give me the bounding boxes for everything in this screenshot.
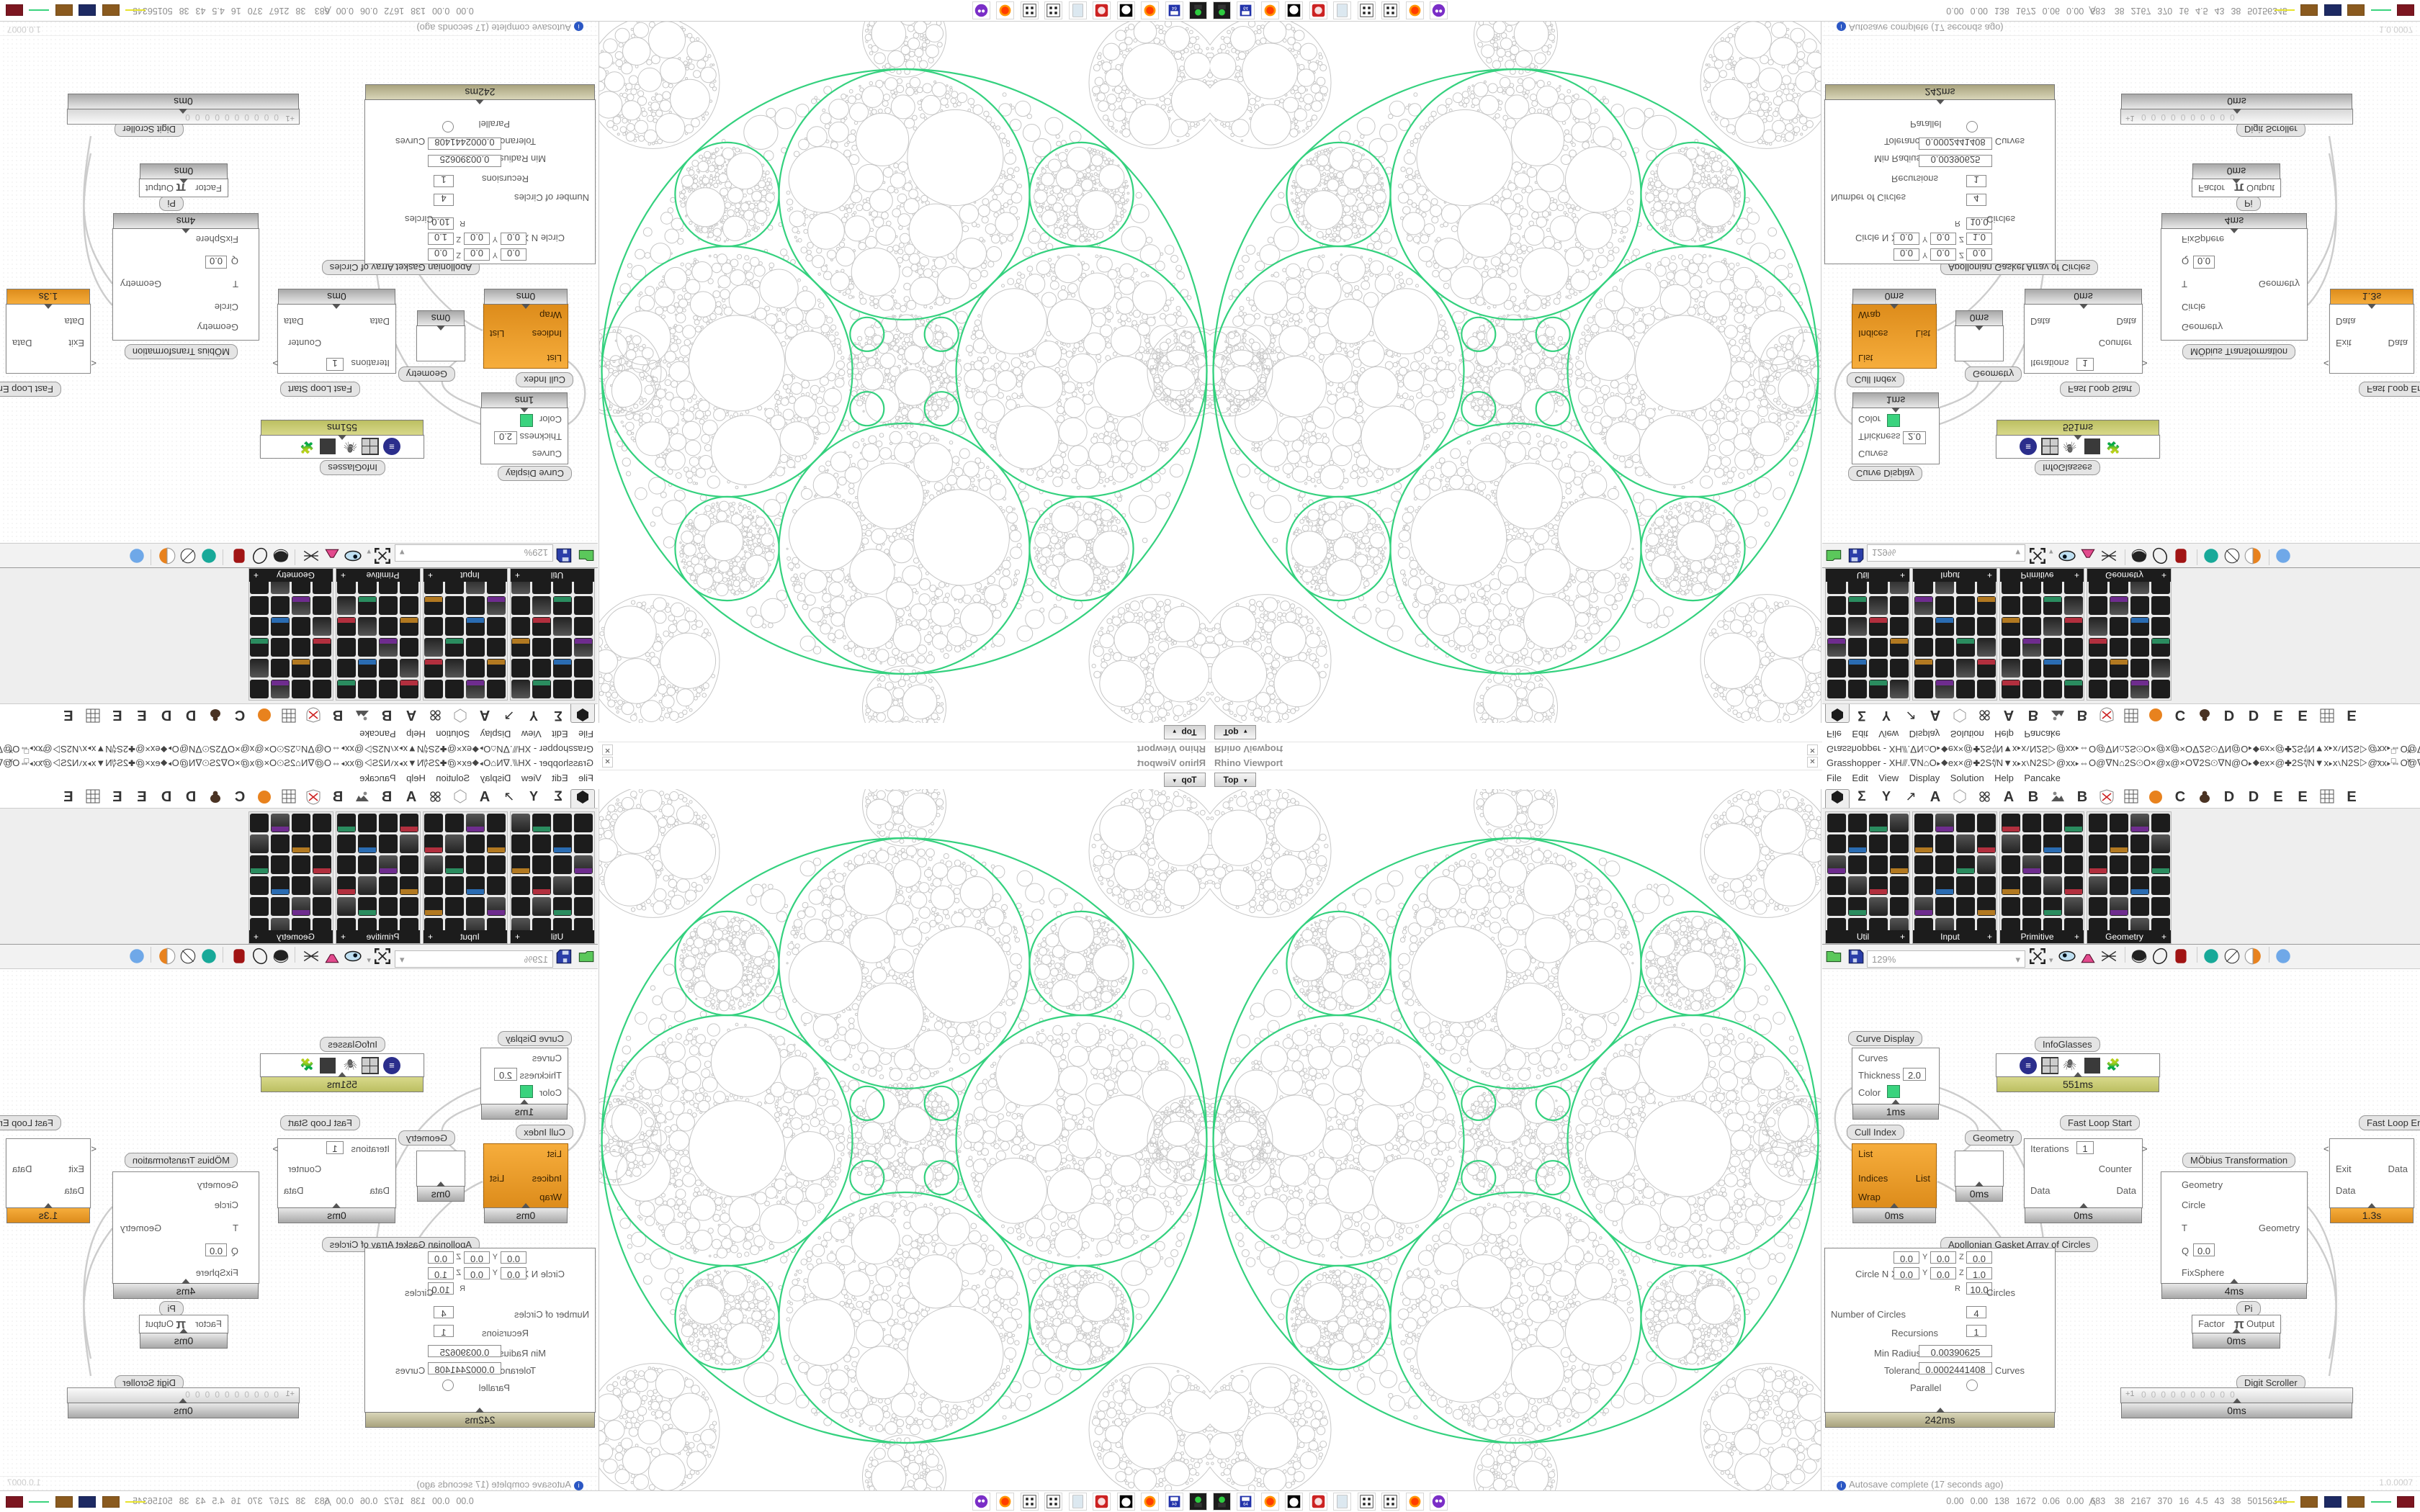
svg-text:64: 64 [1244,1502,1249,1507]
